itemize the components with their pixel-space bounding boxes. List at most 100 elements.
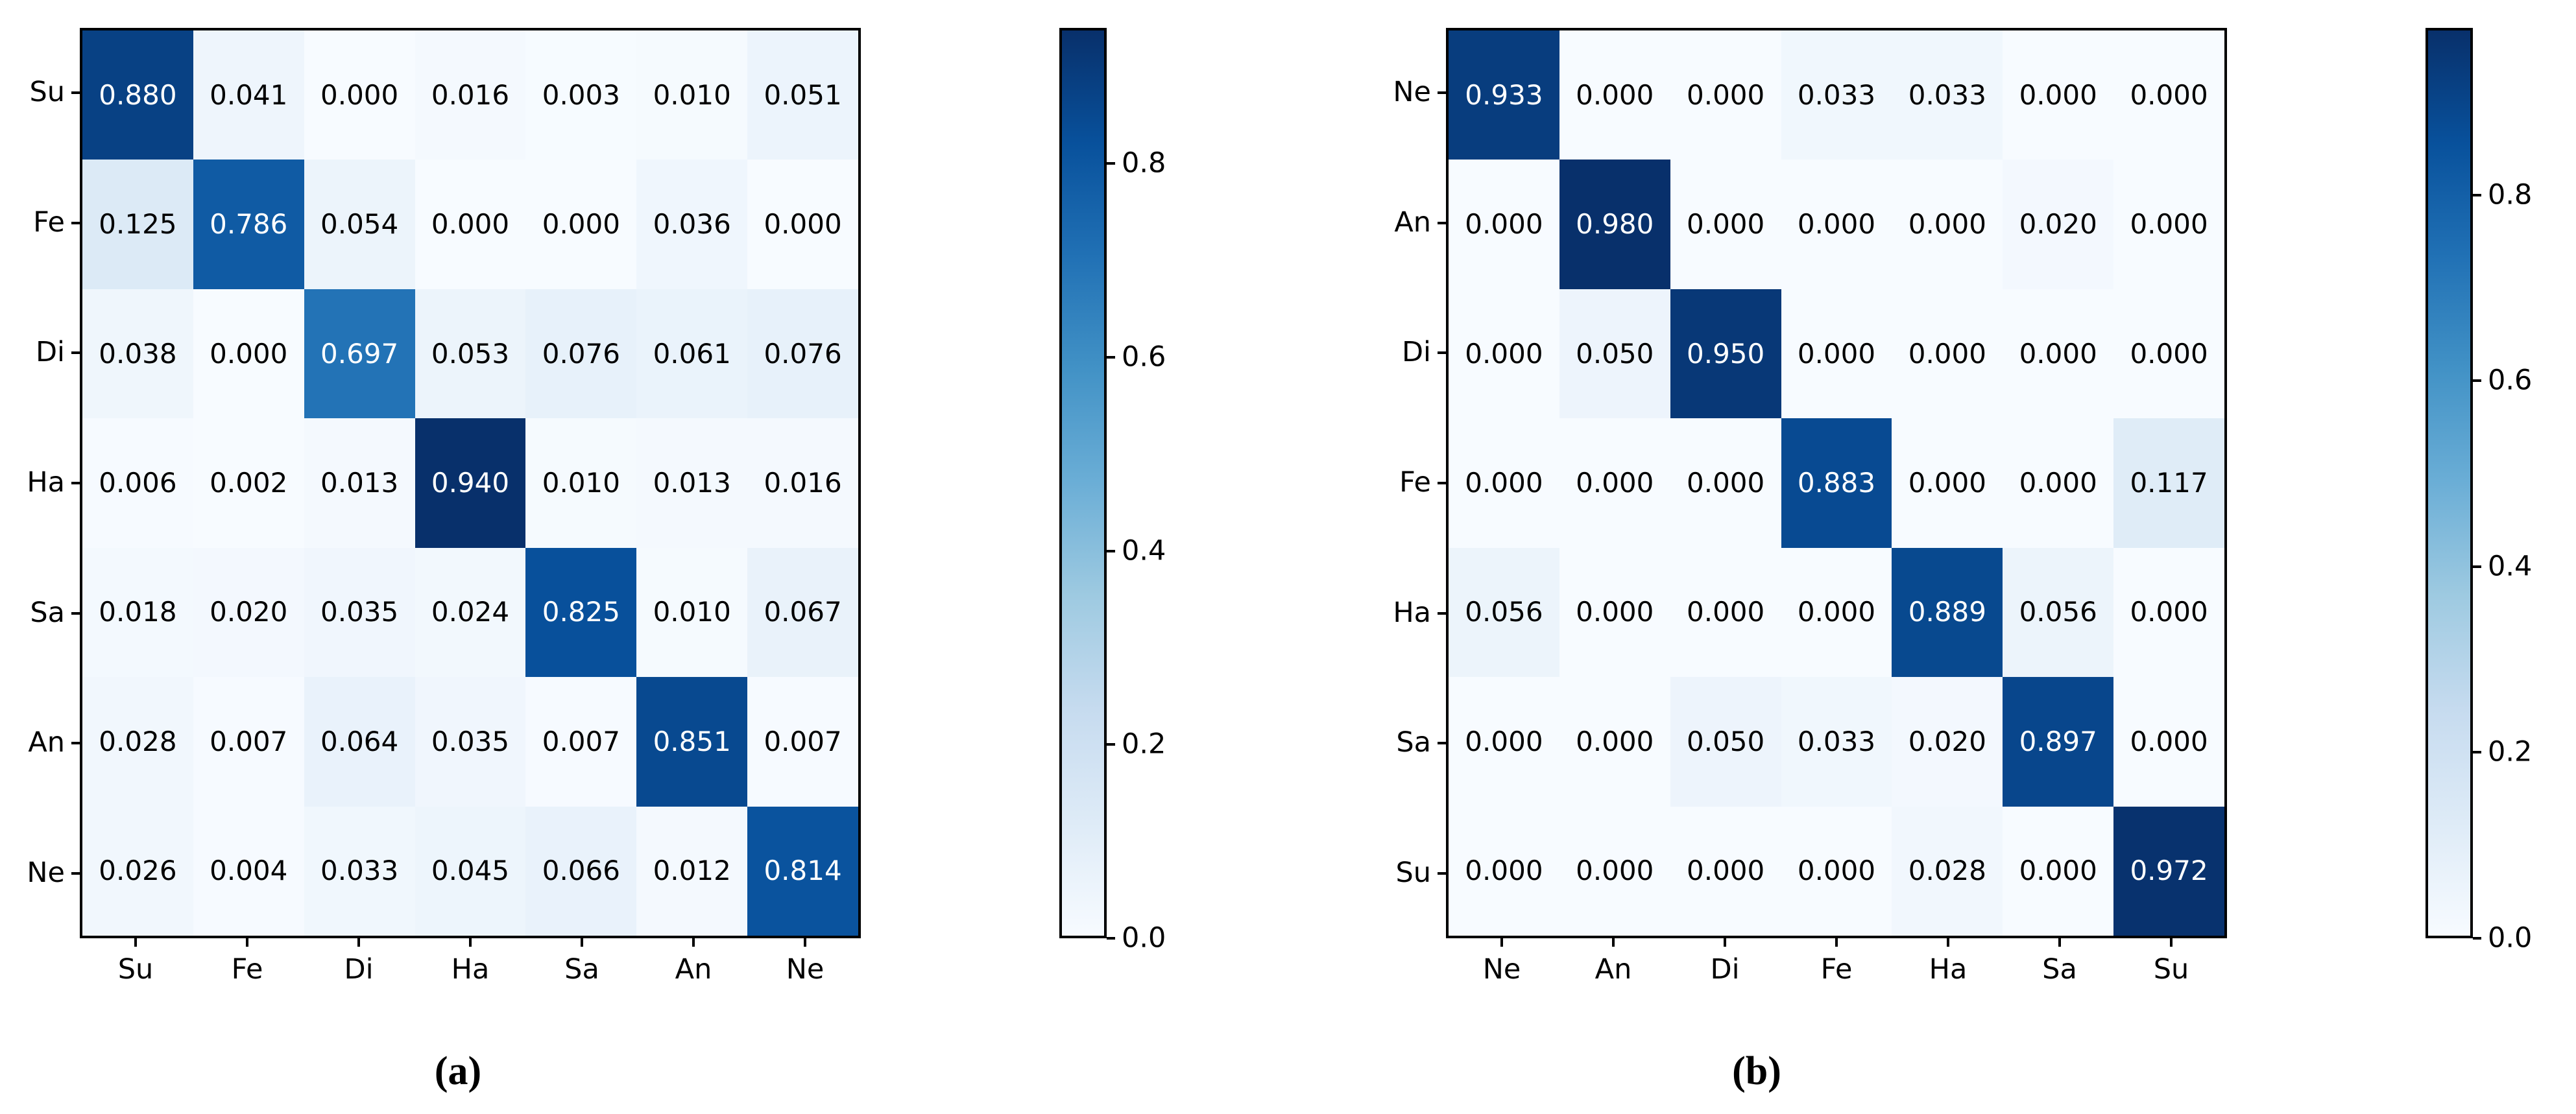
cell-value: 0.007	[542, 725, 620, 757]
matrix-cell: 0.036	[636, 160, 748, 289]
cell-value: 0.000	[1797, 596, 1876, 628]
colorbar-tick-mark	[2473, 379, 2481, 383]
cell-value: 0.006	[99, 466, 177, 499]
cell-value: 0.013	[653, 466, 731, 499]
y-tick-label: Di	[1401, 336, 1431, 369]
matrix-cell: 0.950	[1670, 289, 1781, 419]
matrix-cell: 0.053	[415, 289, 526, 419]
matrix-cell: 0.117	[2113, 418, 2224, 548]
cell-value: 0.007	[210, 725, 288, 757]
matrix-cell: 0.000	[747, 160, 858, 289]
colorbar-tick-label: 0.2	[2488, 735, 2533, 768]
y-tick-mark	[1438, 482, 1446, 484]
matrix-cell: 0.006	[82, 418, 193, 548]
cell-value: 0.056	[1465, 596, 1543, 628]
cell-value: 0.825	[542, 596, 620, 628]
cell-value: 0.000	[2019, 78, 2097, 111]
cell-value: 0.000	[1797, 337, 1876, 370]
cell-value: 0.020	[210, 596, 288, 628]
cell-value: 0.880	[99, 78, 177, 111]
cell-value: 0.007	[764, 725, 842, 757]
x-tick-mark	[1947, 938, 1949, 947]
matrix-cell: 0.814	[747, 806, 858, 936]
cell-value: 0.117	[2130, 466, 2208, 499]
cell-value: 0.000	[1576, 78, 1654, 111]
heatmap-axes-b: 0.933 0.000 0.000 0.033 0.033 0.000 0.000 0.000…	[1446, 28, 2227, 938]
matrix-cell: 0.051	[747, 30, 858, 160]
matrix-cell: 0.003	[525, 30, 637, 160]
cell-value: 0.064	[320, 725, 399, 757]
matrix-cell: 0.786	[193, 160, 304, 289]
x-tick-mark	[1835, 938, 1838, 947]
cell-value: 0.002	[210, 466, 288, 499]
x-tick-mark	[804, 938, 806, 947]
x-tick-label: An	[675, 953, 712, 986]
cell-value: 0.000	[1465, 725, 1543, 757]
y-tick-label: Ha	[27, 466, 65, 499]
cell-value: 0.972	[2130, 855, 2208, 887]
cell-value: 0.000	[210, 337, 288, 370]
y-tick-mark	[71, 742, 80, 745]
matrix-cell: 0.012	[636, 806, 748, 936]
matrix-cell: 0.000	[1781, 547, 1892, 678]
y-tick-mark	[71, 611, 80, 615]
colorbar-tick-mark	[1107, 355, 1115, 359]
cell-value: 0.889	[1908, 596, 1986, 628]
x-tick-label: Ne	[1482, 953, 1521, 986]
x-tick-label: Sa	[564, 953, 599, 986]
matrix-cell: 0.041	[193, 30, 304, 160]
colorbar-tick-label: 0.6	[2488, 364, 2533, 397]
cell-value: 0.000	[1687, 466, 1765, 499]
matrix-cell: 0.000	[2113, 160, 2224, 289]
cell-value: 0.050	[1687, 725, 1765, 757]
matrix-cell: 0.000	[2113, 289, 2224, 419]
matrix-cell: 0.038	[82, 289, 193, 419]
cell-value: 0.000	[1908, 208, 1986, 241]
matrix-cell: 0.000	[1781, 160, 1892, 289]
cell-value: 0.000	[2019, 855, 2097, 887]
cell-value: 0.010	[653, 596, 731, 628]
colorbar-tick-mark	[1107, 937, 1115, 940]
cell-value: 0.028	[99, 725, 177, 757]
matrix-cell: 0.933	[1449, 30, 1559, 160]
matrix-cell: 0.033	[1781, 30, 1892, 160]
colorbar-tick-mark	[2473, 751, 2481, 754]
matrix-cell: 0.018	[82, 547, 193, 678]
matrix-cell: 0.010	[636, 547, 748, 678]
y-tick-mark	[71, 351, 80, 355]
matrix-cell: 0.028	[1892, 806, 2003, 936]
cell-value: 0.066	[542, 855, 620, 887]
y-tick-mark	[1438, 742, 1446, 745]
cell-value: 0.000	[764, 208, 842, 241]
y-tick-label: Ne	[27, 856, 65, 889]
cell-value: 0.000	[1908, 466, 1986, 499]
cell-value: 0.033	[320, 855, 399, 887]
cell-value: 0.000	[1687, 596, 1765, 628]
matrix-cell: 0.010	[525, 418, 637, 548]
x-tick-mark	[2170, 938, 2173, 947]
x-tick-mark	[1724, 938, 1726, 947]
matrix-cell: 0.000	[1670, 547, 1781, 678]
matrix-cell: 0.000	[1670, 160, 1781, 289]
x-tick-label: Su	[2153, 953, 2189, 986]
colorbar-tick-mark	[1107, 162, 1115, 165]
cell-value: 0.054	[320, 208, 399, 241]
x-tick-mark	[357, 938, 360, 947]
cell-value: 0.000	[1908, 337, 1986, 370]
cell-value: 0.061	[653, 337, 731, 370]
matrix-cell: 0.880	[82, 30, 193, 160]
cell-value: 0.016	[764, 466, 842, 499]
y-tick-mark	[1438, 351, 1446, 355]
matrix-cell: 0.007	[747, 677, 858, 807]
y-tick-mark	[1438, 871, 1446, 875]
y-tick-label: Sa	[1396, 726, 1431, 759]
matrix-cell: 0.000	[2003, 289, 2114, 419]
cell-value: 0.000	[320, 78, 399, 111]
matrix-cell: 0.033	[1892, 30, 2003, 160]
cell-value: 0.033	[1797, 725, 1876, 757]
cell-value: 0.020	[1908, 725, 1986, 757]
cell-value: 0.024	[431, 596, 510, 628]
matrix-cell: 0.061	[636, 289, 748, 419]
matrix-cell: 0.000	[1449, 289, 1559, 419]
x-tick-label: Sa	[2042, 953, 2077, 986]
